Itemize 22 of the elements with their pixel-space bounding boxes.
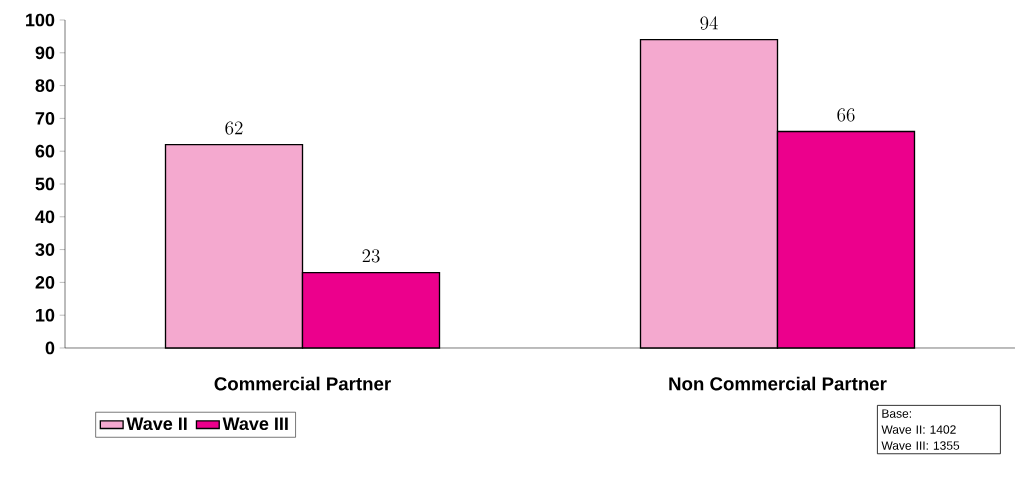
x-tick-label: Commercial Partner (214, 376, 391, 391)
text: Wave III: 1355 (881, 441, 960, 450)
legend-label: Wave II (126, 417, 187, 431)
text: Base: (882, 409, 911, 418)
y-tick-label: 20 (35, 276, 55, 289)
y-tick-label: 40 (35, 210, 55, 224)
y-tick-label: 90 (35, 46, 55, 60)
y-tick-label: 0 (45, 341, 55, 355)
data-label: 23 (362, 249, 380, 263)
y-tick-label: 30 (35, 243, 55, 256)
y-tick-label: 60 (35, 144, 55, 158)
text: Wave II: 1402 (881, 425, 956, 434)
y-tick-label: 50 (35, 177, 55, 191)
y-tick-label: 10 (36, 308, 55, 322)
data-label: 62 (225, 121, 243, 135)
y-tick-label: 70 (35, 112, 55, 125)
y-tick-label: 80 (35, 79, 55, 92)
data-label: 66 (837, 108, 855, 122)
legend-label: Wave III (222, 417, 288, 431)
y-tick-label: 100 (26, 13, 55, 27)
data-label: 94 (700, 16, 718, 30)
x-tick-label: Non Commercial Partner (669, 376, 887, 391)
